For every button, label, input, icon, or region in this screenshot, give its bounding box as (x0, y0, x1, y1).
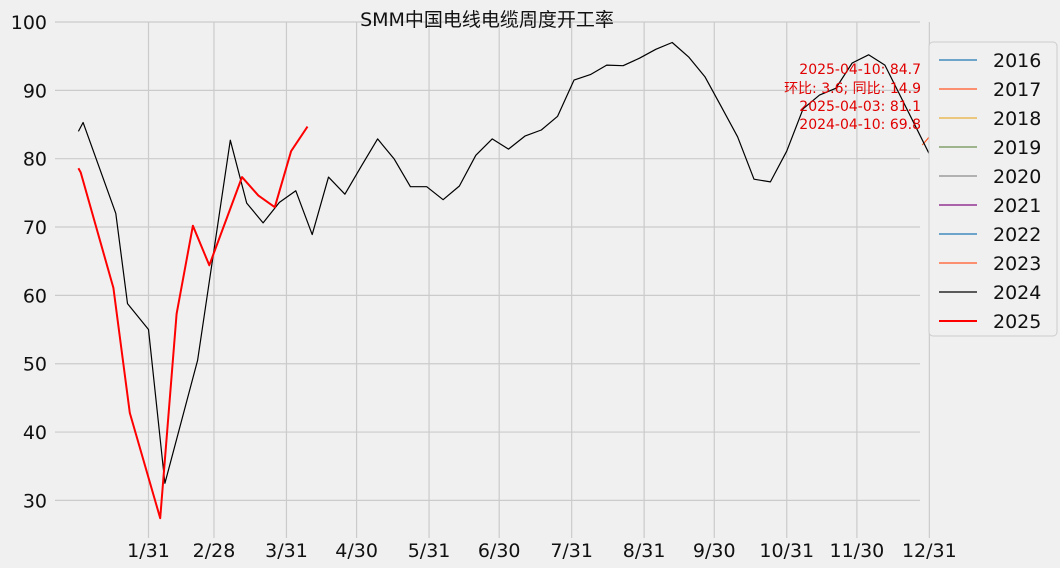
legend-label-2017: 2017 (993, 79, 1041, 101)
x-tick-label: 6/30 (478, 540, 521, 562)
legend: 2016 2017 2018 2019 2020 2021 2022 2023 2024 2025 (928, 41, 1058, 337)
x-tick-label: 2/28 (193, 540, 236, 562)
legend-label-2021: 2021 (993, 195, 1041, 217)
annotation-line: 2025-04-03: 81.1 (799, 99, 921, 115)
series-line-2024 (77, 41, 935, 484)
legend-label-2016: 2016 (993, 50, 1041, 72)
y-tick-label: 30 (23, 490, 47, 512)
x-axis-ticks: 1/31 2/28 3/31 4/30 5/31 6/30 7/31 8/31 9/30 10/3… (127, 540, 957, 562)
y-tick-label: 50 (23, 354, 47, 376)
legend-label-2024: 2024 (993, 282, 1041, 304)
series-layer (77, 41, 935, 520)
x-tick-label: 8/31 (623, 540, 666, 562)
y-tick-label: 40 (23, 422, 47, 444)
y-tick-label: 90 (23, 80, 47, 102)
y-tick-label: 100 (11, 12, 47, 34)
x-tick-label: 4/30 (335, 540, 378, 562)
legend-label-2025: 2025 (993, 311, 1041, 333)
x-tick-label: 5/31 (408, 540, 451, 562)
x-tick-label: 7/31 (550, 540, 593, 562)
x-tick-label: 1/31 (127, 540, 170, 562)
legend-label-2018: 2018 (993, 108, 1041, 130)
annotation-line: 2025-04-10: 84.7 (799, 62, 921, 78)
grid (55, 21, 930, 538)
legend-label-2020: 2020 (993, 166, 1041, 188)
series-line-2025 (77, 126, 309, 520)
annotation-block: 2025-04-10: 84.7 环比: 3.6; 同比: 14.9 2025-04… (784, 62, 921, 133)
legend-label-2023: 2023 (993, 253, 1041, 275)
y-tick-label: 80 (23, 149, 47, 171)
legend-label-2019: 2019 (993, 137, 1041, 159)
plot-background (55, 22, 920, 538)
annotation-line: 2024-04-10: 69.8 (799, 117, 921, 133)
x-tick-label: 12/31 (902, 540, 957, 562)
annotation-line: 环比: 3.6; 同比: 14.9 (784, 81, 921, 97)
y-tick-label: 70 (23, 217, 47, 239)
legend-label-2022: 2022 (993, 224, 1041, 246)
y-tick-label: 60 (23, 285, 47, 307)
x-tick-label: 11/30 (829, 540, 884, 562)
y-axis-ticks: 30 40 50 60 70 80 90 100 (11, 12, 47, 512)
chart-title: SMM中国电线电缆周度开工率 (360, 9, 614, 31)
x-tick-label: 3/31 (265, 540, 308, 562)
x-tick-label: 10/31 (759, 540, 814, 562)
x-tick-label: 9/30 (693, 540, 736, 562)
